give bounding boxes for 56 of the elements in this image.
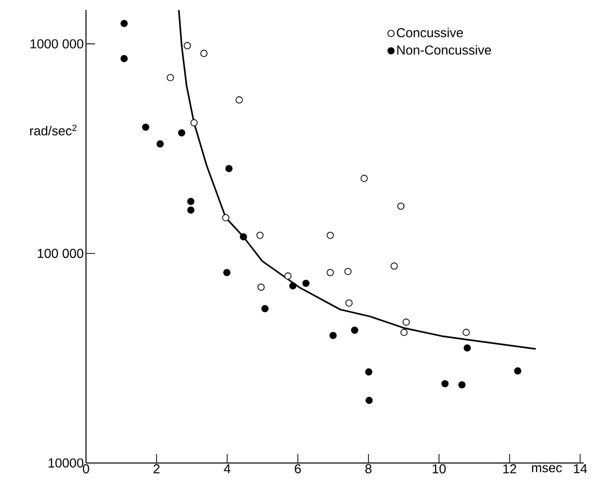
legend-label: Non-Concussive <box>397 45 492 55</box>
point <box>256 232 264 239</box>
point <box>402 318 410 326</box>
point <box>514 367 522 375</box>
point <box>261 305 269 312</box>
x-tick-label: 4 <box>224 464 230 474</box>
point <box>462 328 470 336</box>
point <box>458 381 466 388</box>
y-tick-label: 100 000 <box>38 248 84 258</box>
point <box>302 280 310 287</box>
point <box>344 268 352 276</box>
x-tick-label: 8 <box>365 464 372 474</box>
legend-label: Concussive <box>396 28 463 38</box>
point <box>365 368 372 376</box>
point <box>187 198 194 206</box>
point <box>330 332 337 340</box>
point <box>236 96 243 104</box>
x-tick-label: 2 <box>154 464 160 474</box>
point <box>441 380 449 388</box>
point <box>326 268 334 276</box>
point <box>120 55 128 62</box>
point <box>400 328 408 336</box>
point <box>190 119 198 126</box>
point <box>360 174 368 182</box>
line-series <box>178 10 537 350</box>
point <box>464 344 471 352</box>
x-tick-label: 10 <box>432 464 446 474</box>
point <box>284 272 292 280</box>
point <box>240 233 248 240</box>
point <box>178 129 186 136</box>
point <box>345 299 353 307</box>
point <box>289 282 296 290</box>
x-tick-label: 0 <box>82 464 90 474</box>
x-tick-label: 6 <box>294 464 301 474</box>
point <box>120 20 128 28</box>
x-tick-label: 14 <box>574 464 588 474</box>
point <box>390 262 398 270</box>
point <box>225 164 233 172</box>
point <box>187 206 194 214</box>
x-axis-title: msec <box>532 465 562 472</box>
point <box>156 140 164 148</box>
point <box>326 232 334 239</box>
point <box>200 50 208 57</box>
point <box>223 268 230 276</box>
y-tick-label: 10000 <box>48 458 84 468</box>
point <box>184 42 191 50</box>
x-tick-label: 12 <box>503 464 516 474</box>
point <box>397 202 404 210</box>
point <box>366 396 373 404</box>
point <box>222 214 230 222</box>
point <box>257 284 265 291</box>
point <box>166 74 174 82</box>
point <box>351 326 358 334</box>
y-tick-label: 1000 000 <box>30 39 84 48</box>
y-axis-title: rad/sec$^{2}$ <box>30 124 76 136</box>
point <box>142 124 150 131</box>
